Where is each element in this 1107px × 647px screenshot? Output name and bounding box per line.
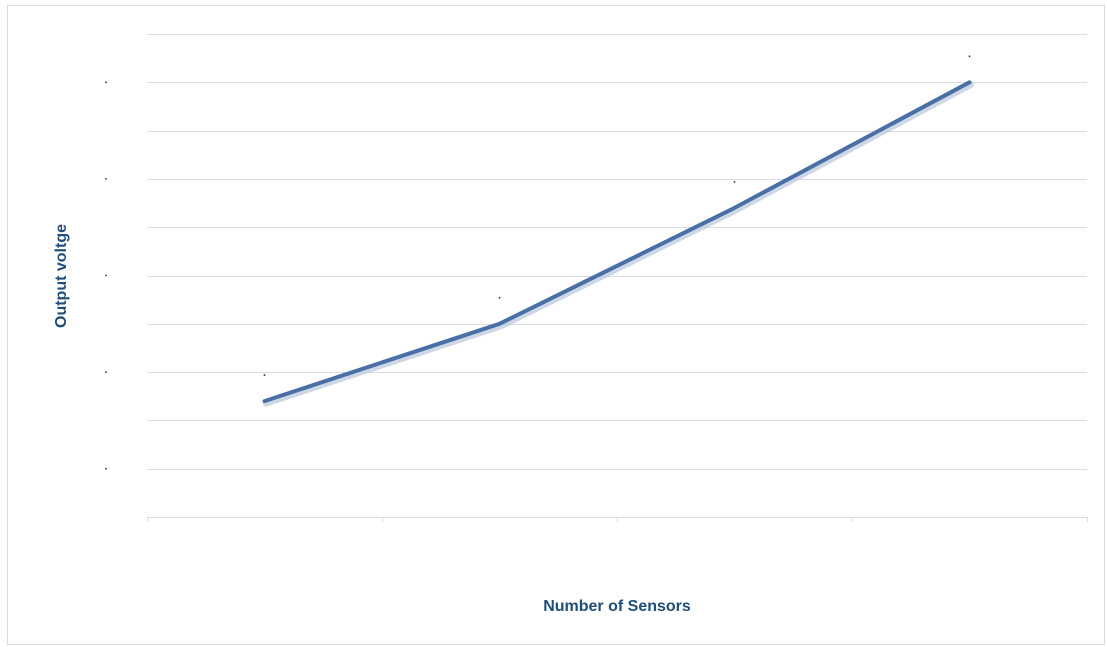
y-tick-label-mark bbox=[105, 467, 107, 470]
data-label-mark bbox=[733, 180, 736, 183]
data-label-mark bbox=[263, 374, 266, 376]
y-tick-label-mark bbox=[105, 274, 107, 277]
data-label-mark bbox=[968, 55, 971, 58]
series-line bbox=[262, 80, 972, 404]
data-label-mark bbox=[498, 296, 501, 299]
x-axis-title: Number of Sensors bbox=[543, 598, 691, 615]
y-axis-tick-labels bbox=[105, 81, 107, 470]
y-axis-title: Output voltge bbox=[53, 224, 70, 328]
series-group bbox=[262, 80, 974, 407]
y-tick-label-mark bbox=[105, 81, 107, 84]
data-labels bbox=[263, 55, 971, 376]
x-axis bbox=[147, 517, 1088, 522]
gridlines bbox=[147, 34, 1087, 470]
series-line-shadow bbox=[263, 81, 974, 407]
y-tick-label-mark bbox=[105, 371, 107, 373]
y-tick-label-mark bbox=[105, 178, 107, 180]
